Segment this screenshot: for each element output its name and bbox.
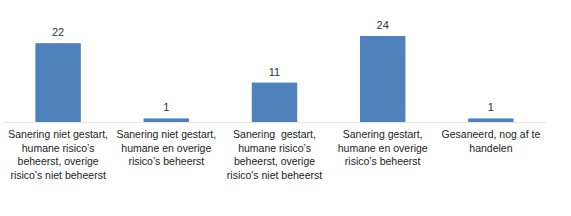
data-label: 1 xyxy=(488,101,494,113)
category-label: Sanering niet gestart, humane en overiger… xyxy=(116,128,216,167)
category-label: Sanering gestart, humane risico’sbeheerst… xyxy=(227,128,322,181)
label-line: risico’s beheerst xyxy=(345,155,421,167)
bar xyxy=(468,118,513,122)
data-label: 24 xyxy=(377,19,389,31)
axis-line xyxy=(5,122,546,123)
label-line: humane en overige xyxy=(121,142,211,154)
bar xyxy=(252,83,297,122)
data-label: 1 xyxy=(163,101,169,113)
tick: Sanering niet gestart, humane en overiger… xyxy=(116,122,216,167)
category-label: Sanering gestart, humane en overigerisico… xyxy=(338,128,428,167)
label-line: risico’s beheerst xyxy=(128,155,204,167)
tick: Sanering gestart, humane en overigerisico… xyxy=(338,122,428,167)
data-label: 22 xyxy=(52,26,64,38)
label-line: humane en overige xyxy=(338,142,428,154)
x-axis: Sanering niet gestart,humane risico’sbeh… xyxy=(5,122,546,181)
tick: Sanering gestart, humane risico’sbeheerst… xyxy=(227,122,322,181)
bar xyxy=(35,43,80,122)
label-line: Sanering gestart, xyxy=(343,128,423,140)
bar xyxy=(360,36,405,122)
bar xyxy=(144,118,189,122)
label-line: humane risico’s xyxy=(22,142,95,154)
label-line: risico's niet beheerst xyxy=(227,169,322,181)
tick: Gesaneerd, nog af te handelen xyxy=(442,122,541,154)
category-label: Sanering niet gestart, humane risico’sbeh… xyxy=(8,128,108,181)
label-line: Sanering gestart, xyxy=(233,128,316,140)
category-label: Gesaneerd, nog af te handelen xyxy=(442,128,541,154)
data-label: 11 xyxy=(269,66,280,78)
bars xyxy=(35,36,513,122)
label-line: Sanering niet gestart, xyxy=(8,128,108,140)
label-line: humane risico’s xyxy=(238,142,311,154)
tick: Sanering niet gestart, humane risico’sbeh… xyxy=(8,122,108,181)
label-line: Sanering niet gestart, xyxy=(116,128,216,140)
label-line: risico's niet beheerst xyxy=(10,169,105,181)
chart: 22111241Sanering niet gestart,humane ris… xyxy=(0,0,571,216)
label-line: Gesaneerd, nog af te xyxy=(442,128,541,140)
label-line: beheerst, overige xyxy=(234,155,315,167)
label-line: handelen xyxy=(469,142,512,154)
label-line: beheerst, overige xyxy=(18,155,99,167)
data-labels: 22111241 xyxy=(52,19,494,113)
